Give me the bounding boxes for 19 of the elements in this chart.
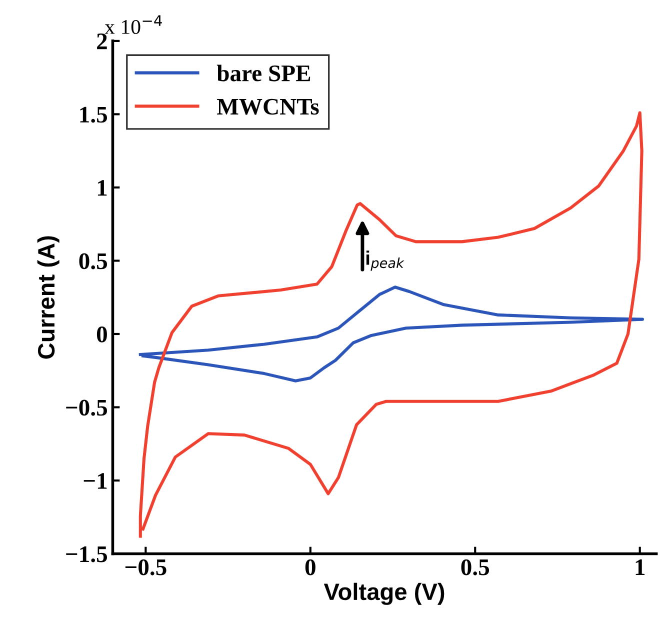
y-tick-label: −0.5 (66, 400, 107, 416)
y-tick-label: 2 (97, 34, 107, 50)
annotation: i$_{peak}$ (366, 250, 404, 271)
y-axis-title: Current (A) (37, 236, 60, 359)
y-tick-label: 0.5 (79, 253, 107, 270)
x-tick-label: 1 (636, 559, 645, 576)
y-tick-label: 1.5 (80, 106, 107, 123)
y-tick-label: 0 (96, 326, 107, 342)
y-tick-label: 1 (98, 180, 107, 196)
x-tick-label: 0.5 (461, 559, 490, 576)
line-series (138, 286, 644, 382)
legend-label: bare SPE (216, 64, 310, 82)
y-tick-label: −1 (84, 473, 107, 489)
legend-label: MWCNTs (217, 98, 319, 115)
x-axis-title: Voltage (V) (324, 582, 444, 605)
x-tick-label: 0 (305, 559, 316, 576)
text: x 10$^{−4}$ (104, 15, 162, 34)
y-tick-label: −1.5 (66, 546, 107, 562)
x-tick-label: −0.5 (125, 559, 166, 576)
